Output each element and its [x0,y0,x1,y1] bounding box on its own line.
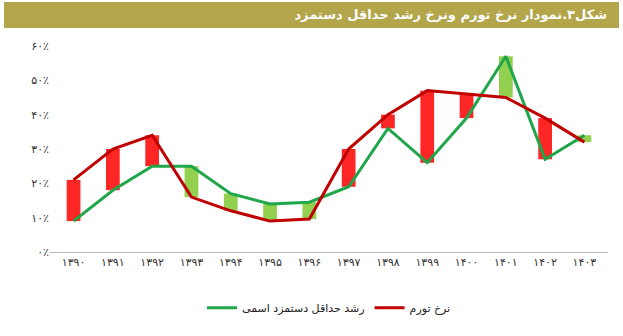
html-text:شکل۳.نمودار نرخ تورم ونرخ رشد: شکل۳.نمودار نرخ تورم ونرخ رشد حداقل دستم… [294,7,607,22]
svg-text:۱۳۹۷: ۱۳۹۷ [337,256,361,269]
svg-text:۱۳۹۲: ۱۳۹۲ [140,256,164,269]
svg-text:۳۰٪: ۳۰٪ [31,143,49,156]
svg-text:۱۳۹۸: ۱۳۹۸ [376,256,400,269]
svg-text:۶۰٪: ۶۰٪ [31,40,49,53]
svg-text:۴۰٪: ۴۰٪ [31,109,49,122]
svg-text:۱۳۹۶: ۱۳۹۶ [298,256,322,269]
svg-text:۱۳۹۵: ۱۳۹۵ [258,256,282,269]
svg-text:۱۴۰۲: ۱۴۰۲ [533,256,557,269]
svg-text:۵۰٪: ۵۰٪ [31,74,49,87]
svg-text:۱۳۹۱: ۱۳۹۱ [101,256,125,269]
svg-text:رشد حداقل دستمزد اسمی: رشد حداقل دستمزد اسمی [242,302,365,315]
svg-text:۰٪: ۰٪ [37,246,49,259]
svg-text:۱۳۹۰: ۱۳۹۰ [62,256,86,269]
svg-text:۱۴۰۰: ۱۴۰۰ [455,256,479,269]
svg-text:۱۳۹۴: ۱۳۹۴ [219,256,243,269]
svg-text:۱۴۰۳: ۱۴۰۳ [573,256,597,269]
svg-text:۲۰٪: ۲۰٪ [31,177,49,190]
svg-text:۱۴۰۱: ۱۴۰۱ [494,256,518,269]
svg-text:نرخ تورم: نرخ تورم [410,302,451,315]
svg-text:۱۳۹۹: ۱۳۹۹ [415,256,439,269]
svg-text:۱۰٪: ۱۰٪ [31,212,49,225]
svg-text:۱۳۹۳: ۱۳۹۳ [180,256,204,269]
